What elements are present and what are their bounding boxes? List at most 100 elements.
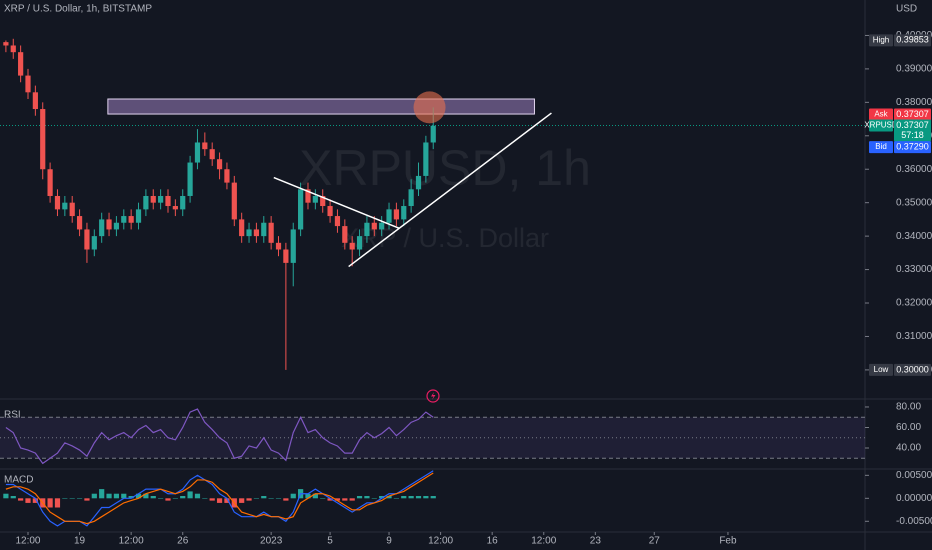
price-label-value-box bbox=[894, 108, 931, 121]
candle-body bbox=[393, 209, 399, 220]
candle-body bbox=[298, 189, 304, 230]
x-tick-label: 27 bbox=[649, 536, 661, 547]
candle-body bbox=[54, 195, 61, 210]
x-tick-label: 12:00 bbox=[15, 536, 40, 547]
candle-body bbox=[187, 162, 193, 196]
macd-histogram-bar bbox=[113, 493, 120, 499]
candle-body bbox=[69, 202, 75, 217]
macd-histogram-bar bbox=[320, 498, 326, 499]
macd-histogram-bar bbox=[84, 498, 90, 501]
macd-histogram-bar bbox=[25, 498, 31, 503]
macd-histogram-bar bbox=[268, 498, 274, 499]
candle-body bbox=[113, 222, 120, 230]
candle-body bbox=[172, 206, 178, 210]
candle-body bbox=[32, 92, 38, 110]
macd-histogram-bar bbox=[305, 493, 311, 499]
macd-histogram-bar bbox=[371, 498, 377, 499]
candle-body bbox=[320, 195, 326, 207]
candle-body bbox=[261, 222, 267, 237]
candle-body bbox=[415, 175, 422, 190]
macd-histogram-bar bbox=[165, 498, 171, 501]
macd-histogram-bar bbox=[312, 493, 318, 499]
price-label-value: 0.39853 bbox=[896, 35, 929, 45]
macd-histogram-bar bbox=[121, 493, 127, 499]
candle-body bbox=[18, 52, 24, 76]
macd-title: MACD bbox=[4, 475, 33, 486]
x-tick-label: 23 bbox=[590, 536, 602, 547]
macd-histogram-bar bbox=[283, 498, 289, 501]
macd-histogram-bar bbox=[99, 489, 105, 499]
x-tick-label: 12:00 bbox=[428, 536, 453, 547]
y-tick-label: 0.00500 bbox=[896, 470, 932, 481]
macd-histogram-bar bbox=[76, 498, 83, 499]
y-tick-label: 0.33000 bbox=[896, 264, 932, 275]
candle-body bbox=[364, 222, 370, 237]
macd-histogram-bar bbox=[47, 498, 53, 508]
y-tick-label: 0.32000 bbox=[896, 298, 932, 309]
alert-icon[interactable] bbox=[426, 389, 440, 403]
macd-histogram-bar bbox=[158, 498, 164, 499]
macd-histogram-bar bbox=[18, 498, 24, 501]
macd-histogram-bar bbox=[408, 496, 414, 499]
candle-body bbox=[202, 142, 208, 150]
candle-body bbox=[268, 222, 274, 243]
currency: USD bbox=[896, 4, 917, 15]
x-tick-label: 16 bbox=[487, 536, 499, 547]
y-tick-label: 60.00 bbox=[896, 422, 921, 433]
candle-body bbox=[216, 159, 223, 170]
candle-body bbox=[423, 142, 429, 176]
price-label-name-box bbox=[869, 119, 893, 132]
macd-histogram-bar bbox=[430, 496, 436, 499]
macd-histogram-bar bbox=[216, 498, 223, 503]
candle-body bbox=[47, 169, 53, 196]
candle-body bbox=[10, 45, 16, 53]
candle-body bbox=[401, 206, 407, 220]
macd-line bbox=[5, 472, 434, 525]
candle-body bbox=[275, 242, 282, 250]
candle-body bbox=[305, 189, 311, 203]
price-label-value-box bbox=[894, 119, 931, 142]
price-countdown: 57:18 bbox=[901, 130, 924, 140]
macd-histogram-bar bbox=[423, 496, 429, 499]
price-label-name-box bbox=[869, 34, 893, 47]
macd-histogram-bar bbox=[54, 498, 61, 508]
candle-body bbox=[76, 216, 83, 230]
candle-body bbox=[408, 189, 414, 207]
y-tick-label: -0.00500 bbox=[896, 516, 932, 527]
price-label-name: XRPUSD bbox=[864, 121, 898, 130]
price-label-name: Bid bbox=[875, 142, 887, 151]
macd-histogram-bar bbox=[91, 493, 97, 499]
macd-histogram-bar bbox=[135, 493, 142, 499]
candle-body bbox=[386, 209, 392, 223]
candle-body bbox=[143, 195, 149, 210]
rsi-title: RSI bbox=[4, 410, 21, 421]
candle-body bbox=[121, 216, 127, 223]
price-label-value: 0.30000 bbox=[896, 364, 929, 374]
rsi-line bbox=[5, 408, 434, 465]
macd-histogram-bar bbox=[128, 496, 134, 499]
price-label-name: High bbox=[873, 35, 889, 44]
macd-histogram-bar bbox=[209, 498, 215, 501]
macd-histogram-bar bbox=[253, 498, 260, 499]
price-label-value: 0.37307 bbox=[896, 109, 929, 119]
macd-histogram-bar bbox=[143, 493, 149, 499]
x-tick-label: 5 bbox=[327, 536, 333, 547]
candle-body bbox=[283, 249, 289, 263]
macd-histogram-bar bbox=[401, 496, 407, 499]
macd-histogram-bar bbox=[62, 498, 68, 499]
price-label-name: Low bbox=[874, 365, 889, 374]
candle-body bbox=[231, 182, 237, 220]
macd-histogram-bar bbox=[327, 498, 333, 501]
x-tick-label: 12:00 bbox=[531, 536, 556, 547]
macd-histogram-bar bbox=[3, 493, 9, 499]
highlight-marker bbox=[413, 91, 446, 124]
x-tick-label: 12:00 bbox=[119, 536, 144, 547]
macd-histogram-bar bbox=[150, 496, 156, 499]
y-tick-label: 40.00 bbox=[896, 443, 921, 454]
x-tick-label: 9 bbox=[386, 536, 392, 547]
candle-body bbox=[128, 216, 134, 223]
macd-histogram-bar bbox=[386, 496, 392, 499]
candle-body bbox=[356, 236, 363, 250]
candle-body bbox=[62, 202, 68, 210]
